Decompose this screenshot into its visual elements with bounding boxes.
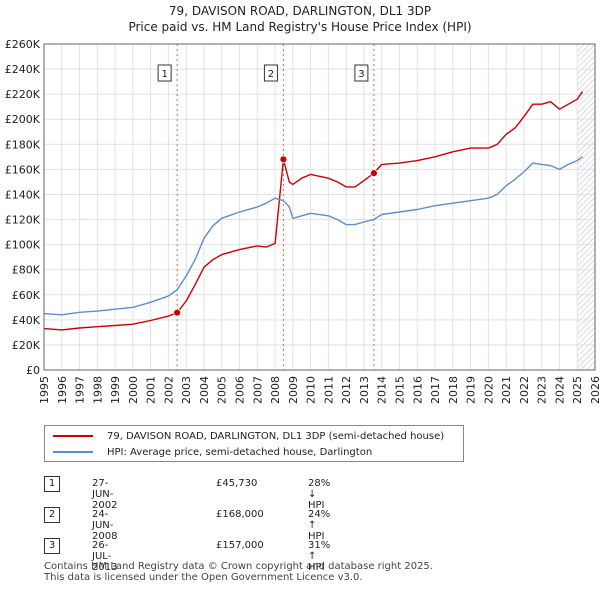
x-tick-label: 2008: [269, 376, 282, 404]
x-tick-label: 2010: [305, 376, 318, 404]
x-tick-label: 2019: [465, 376, 478, 404]
y-tick-label: £20K: [12, 339, 41, 352]
x-tick-label: 2015: [393, 376, 406, 404]
legend-item-property: 79, DAVISON ROAD, DARLINGTON, DL1 3DP (s…: [53, 428, 444, 444]
sale-point: [173, 308, 182, 317]
y-tick-label: £40K: [12, 314, 41, 327]
x-tick-label: 2006: [234, 376, 247, 404]
sale-date: 27-JUN-2002: [92, 478, 118, 511]
y-tick-label: £260K: [5, 38, 41, 51]
y-tick-label: £240K: [5, 63, 41, 76]
legend-swatch-hpi: [53, 451, 93, 453]
y-tick-label: £160K: [5, 163, 41, 176]
chart-title-line2: Price paid vs. HM Land Registry's House …: [128, 20, 472, 34]
sale-marker-label: 1: [161, 69, 167, 80]
y-tick-label: £60K: [12, 289, 41, 302]
sale-point: [369, 169, 378, 178]
sale-hpi-change: 24% ↑ HPI: [308, 509, 331, 542]
sale-marker-box: [157, 64, 172, 82]
x-tick-label: 2017: [429, 376, 442, 404]
x-tick-label: 2014: [376, 376, 389, 404]
sale-number-badge: 3: [44, 538, 60, 554]
sale-date: 24-JUN-2008: [92, 509, 118, 542]
x-tick-label: 2012: [340, 376, 353, 404]
projection-region: [577, 44, 595, 370]
x-tick-label: 2018: [447, 376, 460, 404]
legend-label-hpi: HPI: Average price, semi-detached house,…: [107, 446, 373, 458]
x-tick-label: 2023: [536, 376, 549, 404]
x-tick-label: 2026: [589, 376, 600, 404]
sale-marker-box: [263, 64, 278, 82]
sale-hpi-change: 28% ↓ HPI: [308, 478, 331, 511]
y-tick-label: £200K: [5, 113, 41, 126]
plot-area: [44, 44, 595, 370]
sale-date: 26-JUL-2013: [92, 540, 118, 573]
sale-price: £168,000: [216, 509, 264, 520]
x-tick-label: 1995: [38, 376, 51, 404]
x-tick-label: 1996: [56, 376, 69, 404]
x-tick-label: 2002: [162, 376, 175, 404]
y-tick-label: £0: [26, 364, 40, 377]
chart-title: 79, DAVISON ROAD, DARLINGTON, DL1 3DP Pr…: [0, 3, 600, 35]
x-tick-label: 2004: [198, 376, 211, 404]
sale-hpi-change: 31% ↑ HPI: [308, 540, 331, 573]
footer-line2: This data is licensed under the Open Gov…: [44, 572, 363, 583]
sale-marker-label: 2: [268, 69, 274, 80]
x-tick-label: 2021: [500, 376, 513, 404]
sale-marker-box: [354, 64, 369, 82]
legend-label-property: 79, DAVISON ROAD, DARLINGTON, DL1 3DP (s…: [107, 430, 445, 442]
x-tick-label: 2020: [482, 376, 495, 404]
sale-number-badge: 1: [44, 476, 60, 492]
x-tick-label: 2016: [411, 376, 424, 404]
sale-marker-label: 3: [358, 69, 364, 80]
footer-line1: Contains HM Land Registry data © Crown c…: [44, 561, 433, 572]
chart-title-line1: 79, DAVISON ROAD, DARLINGTON, DL1 3DP: [168, 4, 432, 18]
x-tick-label: 2024: [553, 376, 566, 404]
x-tick-label: 2025: [571, 376, 584, 404]
legend-swatch-property: [53, 435, 93, 437]
sale-point: [279, 155, 288, 164]
x-tick-label: 2007: [251, 376, 264, 404]
x-tick-label: 2005: [216, 376, 229, 404]
x-tick-label: 1998: [91, 376, 104, 404]
y-tick-label: £80K: [12, 264, 41, 277]
x-tick-label: 2000: [127, 376, 140, 404]
y-tick-label: £100K: [5, 239, 41, 252]
plot-border: [43, 43, 596, 371]
x-tick-label: 1999: [109, 376, 122, 404]
sale-price: £157,000: [216, 540, 264, 551]
legend-item-hpi: HPI: Average price, semi-detached house,…: [53, 444, 372, 460]
price-chart: £0 £20K £40K £60K £80K £100K £120K £140K £160K £1…: [5, 38, 600, 404]
x-tick-label: 1997: [74, 376, 87, 404]
x-tick-label: 2013: [358, 376, 371, 404]
x-tick-label: 2001: [145, 376, 158, 404]
hpi-line: [43, 156, 584, 316]
x-tick-label: 2022: [518, 376, 531, 404]
footer-attribution: Contains HM Land Registry data © Crown c…: [44, 561, 433, 583]
x-tick-label: 2009: [287, 376, 300, 404]
chart-legend: 79, DAVISON ROAD, DARLINGTON, DL1 3DP (s…: [44, 425, 464, 462]
x-tick-label: 2011: [322, 376, 335, 404]
y-tick-label: £220K: [5, 88, 41, 101]
y-tick-label: £180K: [5, 138, 41, 151]
sale-number-badge: 2: [44, 507, 60, 523]
y-tick-label: £120K: [5, 214, 41, 227]
sale-price: £45,730: [216, 478, 258, 489]
x-tick-label: 2003: [180, 376, 193, 404]
y-tick-label: £140K: [5, 188, 41, 201]
